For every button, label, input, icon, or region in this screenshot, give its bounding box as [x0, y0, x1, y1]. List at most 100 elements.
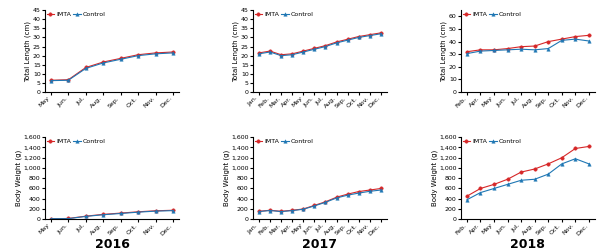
- Control: [47, 79, 54, 82]
- Control: [355, 36, 362, 39]
- Control: [117, 212, 124, 215]
- Legend: IMTA, Control: IMTA, Control: [462, 138, 522, 145]
- Line: IMTA: IMTA: [465, 34, 591, 53]
- IMTA: [82, 66, 89, 69]
- Control: [463, 52, 471, 55]
- Y-axis label: Body Weight (g): Body Weight (g): [431, 150, 438, 206]
- IMTA: [355, 190, 362, 193]
- IMTA: [344, 38, 351, 41]
- Control: [572, 38, 579, 41]
- IMTA: [558, 156, 565, 159]
- Control: [65, 217, 72, 220]
- IMTA: [300, 50, 307, 53]
- Legend: IMTA, Control: IMTA, Control: [46, 11, 106, 18]
- IMTA: [545, 40, 552, 43]
- Control: [531, 178, 538, 181]
- IMTA: [117, 212, 124, 215]
- Control: [477, 50, 484, 53]
- Control: [65, 79, 72, 82]
- Line: Control: Control: [257, 188, 383, 213]
- IMTA: [572, 147, 579, 150]
- IMTA: [311, 204, 318, 207]
- IMTA: [277, 210, 285, 213]
- IMTA: [152, 209, 159, 212]
- IMTA: [477, 48, 484, 51]
- Control: [545, 47, 552, 50]
- Control: [82, 67, 89, 70]
- IMTA: [377, 31, 385, 34]
- Control: [169, 209, 176, 212]
- Control: [490, 49, 498, 52]
- Text: 2016: 2016: [94, 238, 129, 251]
- Control: [311, 48, 318, 51]
- Y-axis label: Body Weight (g): Body Weight (g): [15, 150, 22, 206]
- Control: [366, 190, 373, 193]
- Line: Control: Control: [49, 51, 175, 82]
- IMTA: [517, 45, 524, 48]
- IMTA: [490, 183, 498, 186]
- Control: [117, 58, 124, 61]
- Control: [585, 40, 593, 43]
- IMTA: [531, 45, 538, 48]
- IMTA: [47, 217, 54, 220]
- IMTA: [377, 187, 385, 190]
- Line: IMTA: IMTA: [257, 31, 383, 56]
- IMTA: [333, 196, 340, 199]
- IMTA: [366, 33, 373, 36]
- Control: [531, 48, 538, 51]
- Control: [255, 52, 263, 55]
- IMTA: [255, 210, 263, 213]
- Legend: IMTA, Control: IMTA, Control: [462, 11, 522, 18]
- IMTA: [255, 51, 263, 54]
- IMTA: [585, 145, 593, 148]
- IMTA: [267, 209, 274, 212]
- Legend: IMTA, Control: IMTA, Control: [254, 11, 315, 18]
- Line: IMTA: IMTA: [465, 145, 591, 198]
- Control: [289, 209, 296, 212]
- Control: [169, 51, 176, 54]
- IMTA: [135, 53, 142, 56]
- IMTA: [572, 35, 579, 38]
- IMTA: [135, 210, 142, 213]
- IMTA: [267, 50, 274, 53]
- Text: 2018: 2018: [511, 238, 545, 251]
- Y-axis label: Body Weight (g): Body Weight (g): [223, 150, 230, 206]
- IMTA: [311, 47, 318, 50]
- Legend: IMTA, Control: IMTA, Control: [46, 138, 106, 145]
- Control: [355, 192, 362, 195]
- Control: [277, 210, 285, 213]
- Control: [517, 179, 524, 182]
- IMTA: [545, 162, 552, 165]
- IMTA: [366, 188, 373, 192]
- Y-axis label: Total Length (cm): Total Length (cm): [25, 21, 32, 82]
- Y-axis label: Total Length (cm): Total Length (cm): [233, 21, 239, 82]
- Line: Control: Control: [465, 37, 591, 55]
- IMTA: [355, 35, 362, 38]
- IMTA: [169, 209, 176, 212]
- IMTA: [463, 195, 471, 198]
- Control: [463, 198, 471, 201]
- IMTA: [117, 57, 124, 60]
- Control: [311, 204, 318, 207]
- IMTA: [558, 38, 565, 41]
- Control: [322, 201, 329, 204]
- Control: [277, 54, 285, 57]
- IMTA: [152, 51, 159, 54]
- Control: [504, 48, 511, 51]
- Line: IMTA: IMTA: [49, 209, 175, 220]
- Text: 2017: 2017: [303, 238, 337, 251]
- Control: [558, 39, 565, 42]
- IMTA: [463, 50, 471, 53]
- Control: [558, 162, 565, 165]
- Control: [377, 188, 385, 192]
- IMTA: [300, 207, 307, 210]
- Control: [366, 34, 373, 37]
- Control: [333, 197, 340, 200]
- Control: [344, 39, 351, 42]
- Line: Control: Control: [49, 209, 175, 220]
- Control: [490, 187, 498, 190]
- Control: [477, 191, 484, 194]
- Control: [377, 32, 385, 35]
- Y-axis label: Total Length (cm): Total Length (cm): [441, 21, 447, 82]
- IMTA: [100, 213, 107, 216]
